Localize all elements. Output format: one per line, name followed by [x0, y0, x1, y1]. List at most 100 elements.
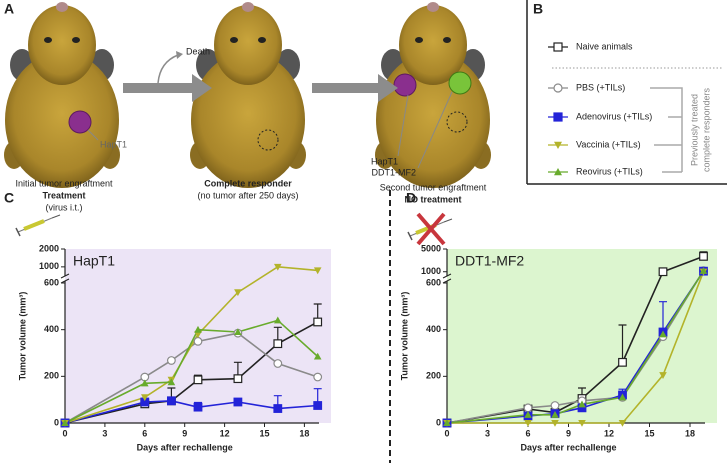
- marker: [659, 330, 667, 338]
- y-axis-label: Tumor volume (mm³): [399, 292, 409, 381]
- pointer-line: [87, 129, 99, 141]
- x-tick-label: 0: [444, 428, 449, 438]
- x-tick-label: 6: [525, 428, 530, 438]
- y-tick-label: 400: [44, 324, 59, 334]
- y-tick-label: 200: [44, 371, 59, 381]
- y-tick-label: 200: [426, 371, 441, 381]
- marker: [233, 374, 243, 384]
- x-tick-label: 3: [102, 428, 107, 438]
- x-tick-label: 6: [142, 428, 147, 438]
- marker: [273, 404, 283, 413]
- x-tick-label: 3: [485, 428, 490, 438]
- marker: [273, 359, 283, 368]
- y-axis-label: Tumor volume (mm³): [17, 292, 27, 381]
- y-tick-label: 600: [44, 277, 59, 287]
- marker: [553, 42, 563, 52]
- legend-label: Naive animals: [576, 41, 633, 51]
- arrow: [312, 74, 398, 102]
- caption: (virus i.t.): [46, 202, 83, 212]
- marker: [194, 331, 202, 339]
- marker: [234, 289, 242, 297]
- marker: [273, 339, 283, 349]
- x-axis-label: Days after rechallenge: [520, 442, 616, 452]
- marker: [550, 401, 560, 410]
- x-axis-label: Days after rechallenge: [137, 442, 233, 452]
- tumor: [448, 71, 472, 95]
- marker: [554, 168, 562, 176]
- marker: [61, 419, 69, 427]
- marker: [553, 112, 563, 122]
- marker: [313, 401, 323, 410]
- tumor: [68, 110, 92, 134]
- legend-label: Reovirus (+TILs): [576, 166, 643, 176]
- marker: [141, 394, 149, 402]
- panel-label: D: [406, 190, 416, 206]
- arrow: [157, 54, 179, 84]
- marker: [618, 357, 627, 367]
- bracket-label: Previously treated: [689, 94, 699, 166]
- caption: (no tumor after 250 days): [197, 190, 298, 200]
- marker: [659, 372, 667, 379]
- x-tick-label: 18: [685, 428, 695, 438]
- x-tick-label: 12: [220, 428, 230, 438]
- y-tick-label: 600: [426, 277, 441, 287]
- marker: [699, 251, 708, 261]
- tumor-site: [257, 129, 279, 151]
- annotation: Death: [186, 46, 210, 56]
- bracket: [650, 87, 683, 173]
- x-tick-label: 12: [604, 428, 614, 438]
- tumor-label: HapT1: [100, 139, 127, 149]
- marker: [313, 317, 323, 327]
- error-bar: [618, 324, 627, 363]
- legend-label: Vaccinia (+TILs): [576, 139, 641, 149]
- marker: [553, 83, 563, 93]
- marker: [141, 379, 149, 387]
- marker: [274, 316, 282, 324]
- pointer-line: [417, 91, 453, 169]
- marker: [524, 411, 532, 418]
- marker: [166, 356, 176, 365]
- marker: [274, 263, 282, 271]
- marker: [193, 375, 203, 385]
- legend-label: PBS (+TILs): [576, 82, 625, 92]
- error-bar: [659, 301, 667, 332]
- x-tick-label: 0: [62, 428, 67, 438]
- marker: [193, 402, 203, 412]
- marker: [551, 419, 559, 427]
- caption: Initial tumor engraftment: [15, 178, 113, 188]
- axis-break: [442, 273, 452, 284]
- marker: [618, 419, 627, 427]
- caption: Complete responder: [204, 178, 292, 188]
- x-tick-label: 9: [566, 428, 571, 438]
- tumor-label: DDT1-MF2: [372, 167, 417, 177]
- legend-label: Adenovirus (+TILs): [576, 111, 652, 121]
- marker: [313, 267, 322, 275]
- marker: [524, 419, 532, 427]
- x-tick-label: 15: [644, 428, 654, 438]
- mouse-illustration: [190, 2, 306, 188]
- y-tick-label: 400: [426, 324, 441, 334]
- marker: [618, 393, 627, 401]
- mouse-illustration: [4, 2, 120, 188]
- marker: [578, 400, 586, 408]
- bracket-label: complete responders: [701, 87, 711, 172]
- caption: Treatment: [42, 190, 85, 200]
- marker: [167, 396, 176, 406]
- x-tick-label: 9: [182, 428, 187, 438]
- panel-label: B: [533, 1, 543, 17]
- cross: [416, 212, 446, 246]
- x-tick-label: 18: [299, 428, 309, 438]
- arrow-head: [176, 51, 183, 59]
- marker: [443, 419, 451, 427]
- marker: [233, 397, 243, 407]
- marker: [658, 267, 668, 277]
- x-tick-label: 15: [259, 428, 269, 438]
- marker: [193, 336, 203, 346]
- arrow: [123, 74, 212, 102]
- y-tick-label: 0: [436, 417, 441, 427]
- marker: [194, 325, 202, 333]
- y-tick-label: 1000: [39, 261, 59, 271]
- panel-label: C: [4, 190, 14, 206]
- marker: [551, 411, 559, 418]
